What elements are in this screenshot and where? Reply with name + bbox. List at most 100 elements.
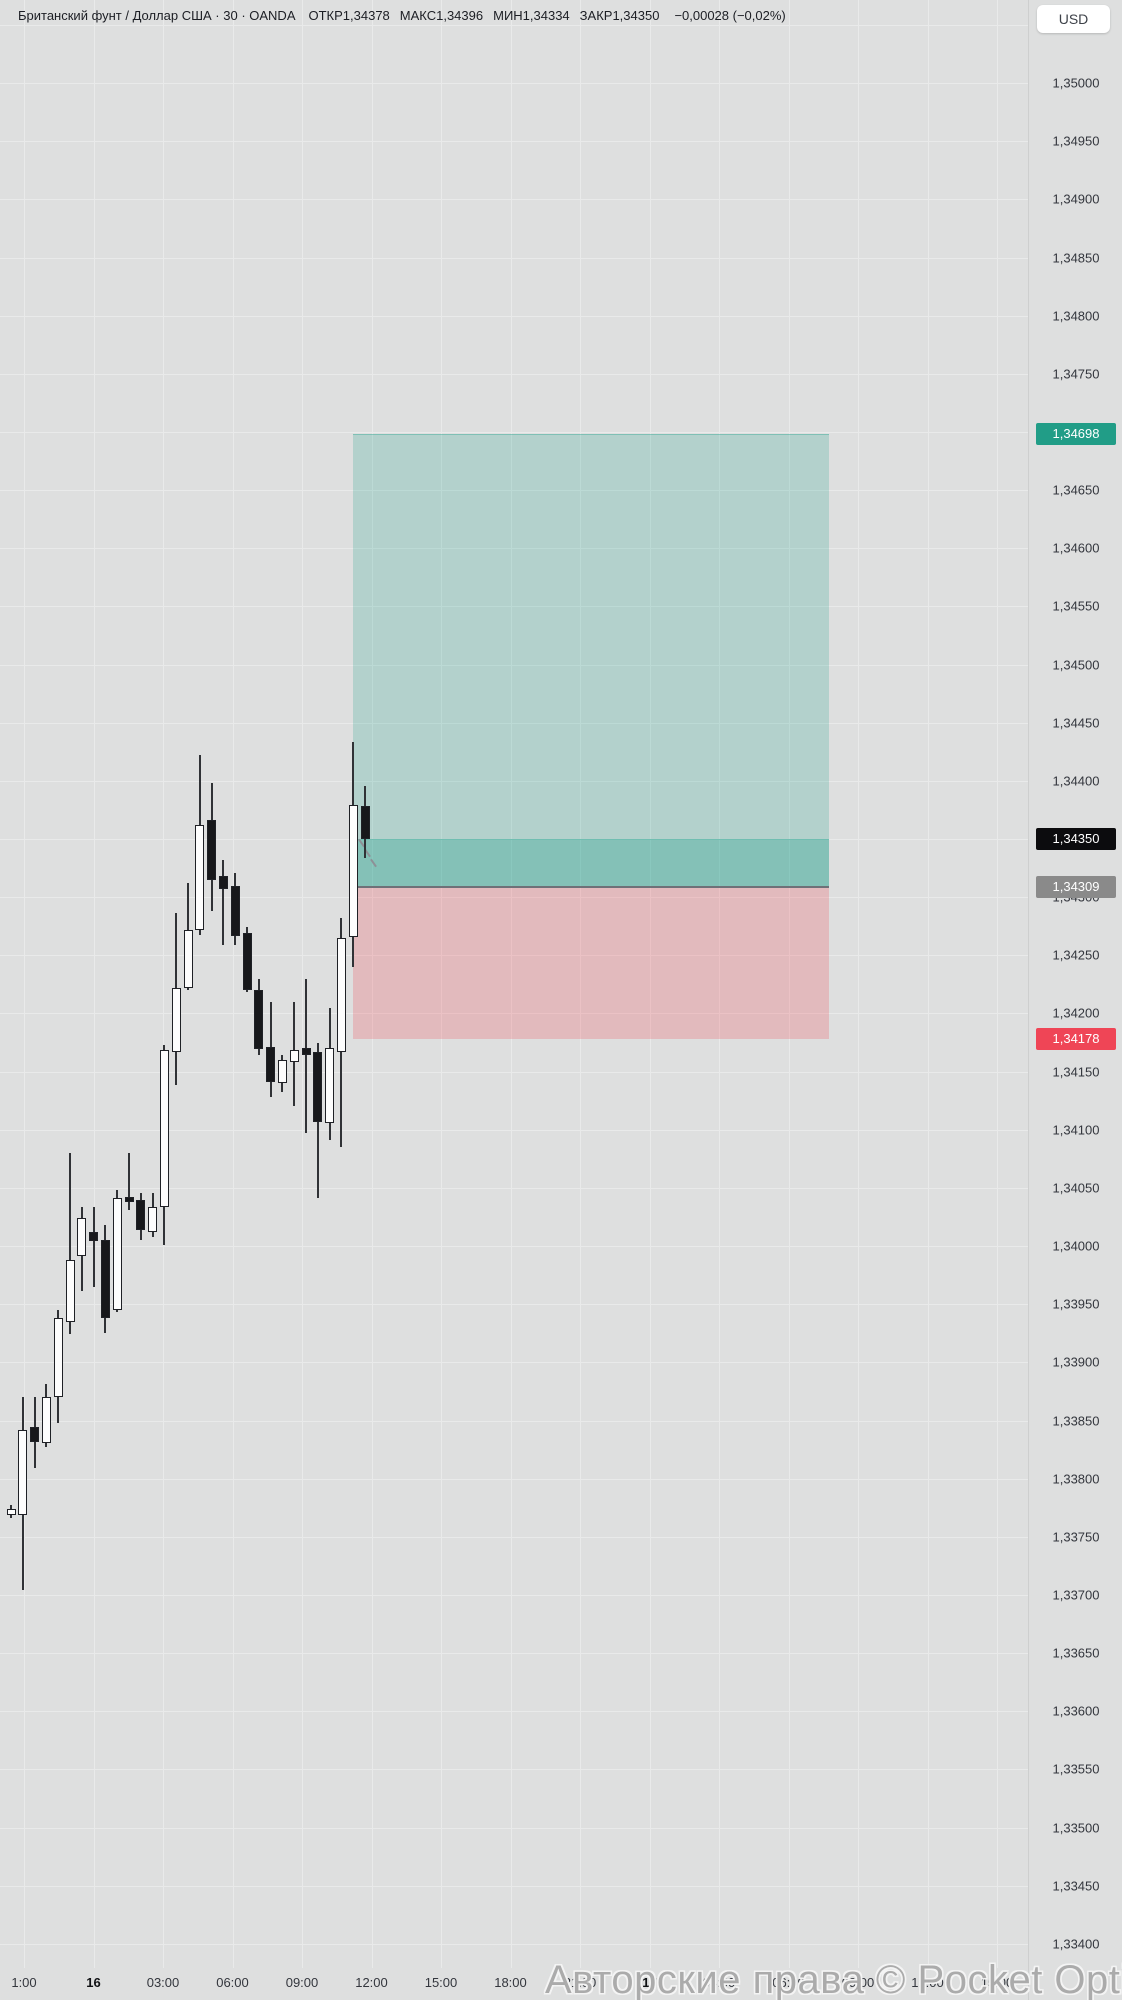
- price-tick-label: 1,34750: [1052, 366, 1100, 382]
- position-loss-zone[interactable]: [353, 886, 829, 1039]
- candle-down: [254, 990, 264, 1050]
- candles-layer: [6, 742, 370, 1591]
- price-tick-label: 1,34600: [1052, 540, 1100, 556]
- vertical-gridline: [371, 0, 373, 1968]
- candle-up: [6, 1508, 16, 1515]
- horizontal-gridline: [0, 1071, 1028, 1073]
- price-tick-label: 1,34450: [1052, 715, 1100, 731]
- vertical-gridline: [858, 0, 859, 1968]
- time-tick-label: 12:00: [911, 1975, 944, 1990]
- vertical-gridline: [580, 0, 581, 1968]
- price-tick-label: 1,33650: [1052, 1645, 1100, 1661]
- stop-price-label: 1,34178: [1036, 1028, 1116, 1050]
- horizontal-gridline: [0, 1536, 1028, 1538]
- price-tick-label: 1,34100: [1052, 1122, 1100, 1138]
- price-tick-label: 1,34050: [1052, 1180, 1100, 1196]
- candle-wick: [92, 1206, 95, 1287]
- price-tick-label: 1,33850: [1052, 1413, 1100, 1428]
- time-tick-label: 06:00: [216, 1975, 249, 1990]
- vertical-gridline: [510, 0, 512, 1968]
- price-tick-label: 1,33500: [1052, 1820, 1100, 1835]
- candle-down: [207, 820, 217, 880]
- candle-down: [242, 933, 252, 991]
- position-entry-line[interactable]: [353, 885, 829, 888]
- horizontal-gridline: [0, 490, 1028, 492]
- time-tick-label: 16: [86, 1975, 101, 1990]
- price-tick-label: 1,34150: [1052, 1064, 1100, 1080]
- candle-up: [325, 1048, 335, 1123]
- vertical-gridline: [232, 0, 234, 1968]
- horizontal-gridline: [0, 257, 1028, 259]
- candle-up: [159, 1049, 169, 1207]
- price-tick-label: 1,34850: [1052, 250, 1100, 265]
- price-tick-label: 1,33950: [1052, 1296, 1100, 1312]
- position-profit-filled-zone[interactable]: [353, 839, 829, 887]
- candle-down: [30, 1427, 40, 1443]
- time-tick-label: 18:00: [494, 1975, 527, 1990]
- vertical-gridline: [649, 0, 651, 1968]
- price-tick-label: 1,33450: [1052, 1878, 1100, 1894]
- candle-wick: [222, 859, 225, 945]
- price-tick-label: 1,34400: [1052, 773, 1100, 789]
- price-tick-label: 1,34000: [1052, 1238, 1100, 1254]
- price-tick-label: 1,34800: [1052, 308, 1100, 324]
- horizontal-gridline: [0, 897, 1028, 899]
- symbol-title: Британский фунт / Доллар США · 30 · OAND…: [18, 8, 296, 23]
- entry-price-label: 1,34309: [1036, 875, 1116, 898]
- horizontal-gridline: [0, 1129, 1028, 1131]
- time-tick-label: 21:00: [563, 1975, 597, 1990]
- horizontal-gridline: [0, 955, 1028, 957]
- horizontal-gridline: [0, 431, 1028, 433]
- horizontal-gridline: [0, 199, 1028, 201]
- horizontal-gridline: [0, 1187, 1028, 1189]
- time-tick-label: 06:00: [772, 1975, 805, 1990]
- position-profit-zone[interactable]: [353, 434, 829, 840]
- price-tick-label: 1,34500: [1052, 657, 1100, 672]
- vertical-gridline: [302, 0, 303, 1968]
- time-tick-label: 09:00: [841, 1975, 875, 1990]
- candle-down: [124, 1197, 134, 1202]
- candle-up: [336, 937, 346, 1052]
- ohlc-values: ОТКР1,34378 МАКС1,34396 МИН1,34334 ЗАКР1,34…: [309, 8, 670, 23]
- candle-up: [183, 929, 193, 988]
- price-tick-label: 1,33550: [1052, 1761, 1100, 1777]
- vertical-gridline: [24, 0, 25, 1968]
- time-tick-label: 1:00: [11, 1975, 37, 1990]
- horizontal-gridline: [0, 606, 1028, 608]
- price-axis[interactable]: 1,35000 1,34950 1,34900 1,34850 1,34800 1,347…: [1028, 0, 1122, 2000]
- ohlc-pair: ЗАКР1,34350: [579, 8, 660, 23]
- candle-up: [171, 987, 181, 1052]
- vertical-gridline: [163, 0, 164, 1968]
- candle-up: [41, 1397, 51, 1443]
- time-tick-label: 15:00: [980, 1975, 1014, 1990]
- horizontal-gridline: [0, 1362, 1028, 1364]
- horizontal-gridline: [0, 141, 1028, 143]
- time-tick-label: 12:00: [355, 1975, 388, 1990]
- currency-button[interactable]: USD: [1037, 5, 1110, 33]
- change-value: −0,00028 (−0,02%): [674, 8, 786, 23]
- horizontal-gridline: [0, 1885, 1028, 1887]
- horizontal-gridline: [0, 83, 1028, 84]
- horizontal-gridline: [0, 1013, 1028, 1015]
- horizontal-gridline: [0, 780, 1028, 782]
- price-tick-label: 1,33600: [1052, 1703, 1100, 1719]
- time-axis[interactable]: 1:00 16 03:00 06:00 09:00 12:00 15:00 18:00 21:0…: [0, 1968, 1122, 2000]
- candle-up: [289, 1049, 299, 1063]
- candle-up: [148, 1206, 158, 1233]
- candle-down: [218, 876, 228, 889]
- price-tick-label: 1,33400: [1052, 1936, 1100, 1952]
- time-tick-label: 09:00: [285, 1975, 319, 1990]
- candle-up: [348, 805, 358, 937]
- horizontal-gridline: [0, 1478, 1028, 1480]
- horizontal-gridline: [0, 315, 1028, 317]
- ohlc-pair: ОТКР1,34378: [308, 8, 390, 23]
- candle-down: [230, 885, 240, 936]
- candle-up: [195, 825, 205, 930]
- horizontal-gridline: [0, 1420, 1028, 1422]
- time-tick-label: 03:00: [146, 1975, 180, 1990]
- candle-up: [112, 1198, 122, 1310]
- ohlc-pair: МИН1,34334: [493, 8, 570, 23]
- candle-down: [89, 1232, 99, 1242]
- candle-wick: [69, 1153, 71, 1335]
